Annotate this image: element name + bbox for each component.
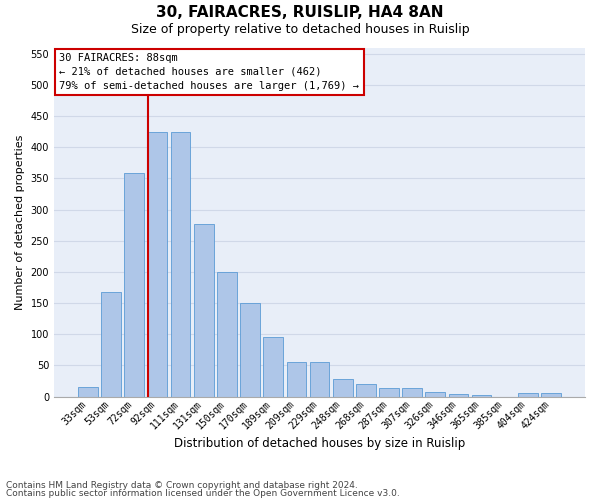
- Bar: [148, 132, 167, 396]
- Bar: [379, 388, 399, 396]
- Bar: [425, 392, 445, 396]
- Bar: [402, 388, 422, 396]
- Bar: [310, 362, 329, 396]
- Bar: [263, 337, 283, 396]
- X-axis label: Distribution of detached houses by size in Ruislip: Distribution of detached houses by size …: [174, 437, 465, 450]
- Bar: [356, 384, 376, 396]
- Text: Contains HM Land Registry data © Crown copyright and database right 2024.: Contains HM Land Registry data © Crown c…: [6, 480, 358, 490]
- Bar: [518, 393, 538, 396]
- Y-axis label: Number of detached properties: Number of detached properties: [15, 134, 25, 310]
- Bar: [217, 272, 237, 396]
- Bar: [101, 292, 121, 397]
- Bar: [194, 224, 214, 396]
- Text: Contains public sector information licensed under the Open Government Licence v3: Contains public sector information licen…: [6, 489, 400, 498]
- Bar: [287, 362, 306, 396]
- Bar: [240, 303, 260, 396]
- Text: Size of property relative to detached houses in Ruislip: Size of property relative to detached ho…: [131, 22, 469, 36]
- Text: 30, FAIRACRES, RUISLIP, HA4 8AN: 30, FAIRACRES, RUISLIP, HA4 8AN: [156, 5, 444, 20]
- Bar: [124, 174, 144, 396]
- Bar: [171, 132, 190, 396]
- Bar: [472, 395, 491, 396]
- Text: 30 FAIRACRES: 88sqm
← 21% of detached houses are smaller (462)
79% of semi-detac: 30 FAIRACRES: 88sqm ← 21% of detached ho…: [59, 52, 359, 90]
- Bar: [541, 393, 561, 396]
- Bar: [78, 386, 98, 396]
- Bar: [333, 378, 353, 396]
- Bar: [449, 394, 468, 396]
